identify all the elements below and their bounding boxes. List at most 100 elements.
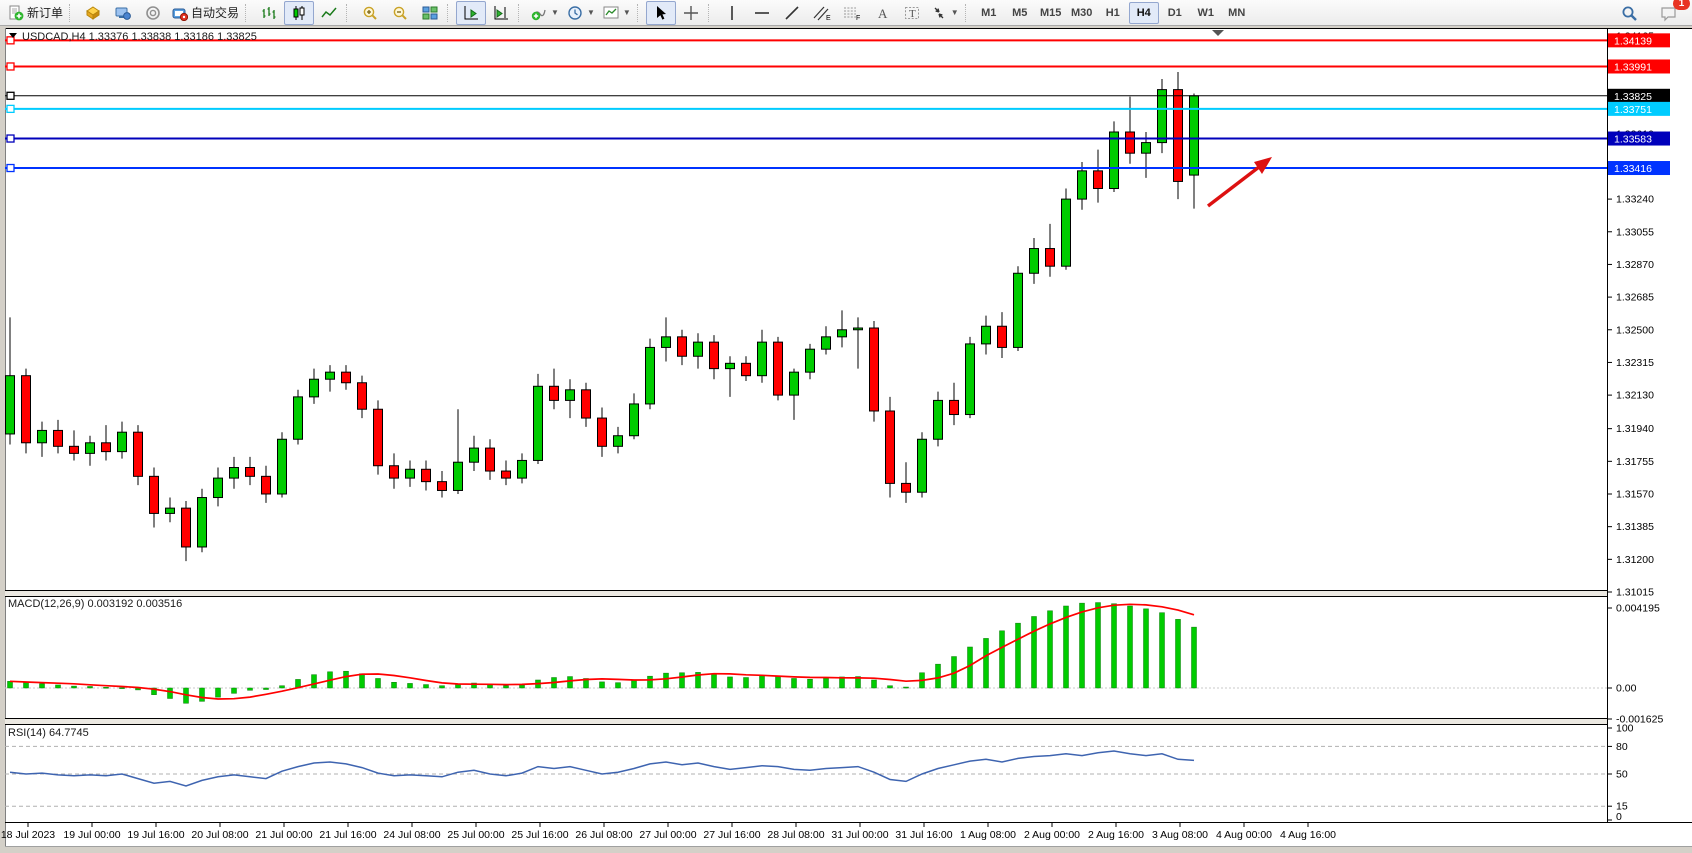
templates-button[interactable]: ▼ [599,1,635,25]
zoom-out-button[interactable] [385,1,415,25]
macd-histogram-bar [903,686,909,689]
chart-background[interactable] [5,28,1692,846]
timeframe-m30[interactable]: M30 [1071,6,1093,19]
rsi-tick-label: 50 [1616,769,1628,781]
line-anchor-handle[interactable] [6,134,15,143]
macd-tick-label: -0.001625 [1616,713,1663,725]
bear-candle [341,371,351,384]
bear-candle [581,389,591,419]
time-tick-label: 3 Aug 08:00 [1152,829,1208,841]
line-anchor-handle[interactable] [6,163,15,173]
svg-text:T: T [909,8,916,20]
bull-candle [837,329,847,338]
price-badge [1608,59,1670,74]
periods-button[interactable]: ▼ [563,1,599,25]
crosshair-tool-button[interactable] [676,1,706,25]
indicators-button[interactable]: ▼ [527,1,563,25]
channel-tool-button[interactable]: E [807,1,837,25]
macd-histogram-bar [263,687,269,690]
candlestick-chart-button[interactable] [284,0,315,25]
text-label-tool-button[interactable]: T [897,1,927,25]
price-badge-label: 1.33991 [1614,61,1652,73]
bear-candle [1093,170,1103,190]
macd-tick-label: 0.004195 [1616,603,1660,615]
line-anchor-handle[interactable] [6,36,15,45]
templates-icon [603,6,619,18]
macd-histogram-bar [343,670,349,689]
tile-windows-button[interactable] [415,1,445,25]
time-tick-label: 1 Aug 08:00 [960,829,1016,841]
timeframe-h1[interactable]: H1 [1105,6,1120,19]
line-anchor-handle[interactable] [6,62,15,71]
bear-candle [741,362,751,377]
arrows-tool-button[interactable]: ▼ [927,1,963,25]
annotation-arrow-head[interactable] [1254,157,1272,174]
bull-candle [805,348,815,373]
bull-candle [453,461,463,491]
timeframe-mn[interactable]: MN [1228,6,1246,19]
macd-histogram-bar [247,687,253,691]
horizontal-line-tool-button[interactable] [747,1,777,25]
time-tick-label: 18 Jul 2023 [1,829,55,841]
alerts-button[interactable] [138,1,168,25]
macd-histogram-bar [503,685,509,689]
bull-candle [1157,89,1167,144]
macd-tick-label: 0.00 [1616,683,1637,695]
bar-chart-button[interactable] [254,1,284,25]
fibonacci-tool-button[interactable]: F [837,1,867,25]
auto-scroll-button[interactable] [456,0,487,25]
panel-splitter[interactable] [5,590,1607,596]
zoom-in-button[interactable] [355,1,385,25]
macd-histogram-bar [983,638,989,689]
bull-candle [821,336,831,350]
line-chart-button[interactable] [314,1,344,25]
autotrading-button[interactable]: 自动交易 [168,1,243,25]
crosshair-icon [683,5,698,20]
toolbar-grip [346,3,352,22]
cursor-tool-button[interactable] [645,0,676,25]
bear-candle [357,382,367,410]
line-chart-icon [321,7,337,17]
trendline-tool-button[interactable] [777,1,807,25]
time-tick-label: 19 Jul 00:00 [63,829,120,841]
text-tool-button[interactable]: A [867,1,897,25]
price-tick-label: 1.32315 [1616,357,1654,369]
line-anchor-handle[interactable] [6,104,15,114]
macd-histogram-bar [759,675,765,689]
new-order-button[interactable]: 新订单 [4,1,67,25]
timeframe-m5[interactable]: M5 [1012,6,1028,19]
vertical-line-tool-button[interactable] [717,1,747,25]
time-tick-label: 27 Jul 00:00 [639,829,696,841]
annotation-arrow[interactable] [1206,165,1261,208]
bull-candle [725,362,735,370]
macd-histogram-bar [519,684,525,689]
time-tick-label: 26 Jul 08:00 [575,829,632,841]
search-button[interactable] [1614,1,1644,25]
vertical-line-icon [730,5,733,20]
macd-histogram-bar [855,676,861,689]
chart-shift-marker[interactable] [1212,30,1224,36]
navigator-icon [115,7,131,20]
bar-chart-icon [262,6,276,19]
price-tick-label: 1.31940 [1616,423,1654,435]
line-anchor-handle[interactable] [6,91,15,100]
navigator-button[interactable] [108,1,138,25]
price-badge-label: 1.33751 [1614,104,1652,116]
chart-shift-button[interactable] [486,1,516,25]
autotrading-icon [172,8,189,21]
bull-candle [565,389,575,401]
bear-candle [949,399,959,416]
timeframe-d1[interactable]: D1 [1167,6,1182,19]
panel-splitter[interactable] [5,718,1607,724]
timeframe-w1[interactable]: W1 [1197,6,1214,19]
macd-histogram-bar [1079,602,1085,689]
bull-candle [325,371,335,380]
symbol-dropdown-icon[interactable] [9,33,17,38]
timeframe-h4[interactable]: H4 [1128,1,1159,24]
notifications-button[interactable]: 1 [1654,0,1690,25]
timeframe-m15[interactable]: M15 [1040,6,1062,19]
bull-candle [981,325,991,345]
timeframe-m1[interactable]: M1 [981,6,997,19]
market-watch-button[interactable] [78,1,108,25]
